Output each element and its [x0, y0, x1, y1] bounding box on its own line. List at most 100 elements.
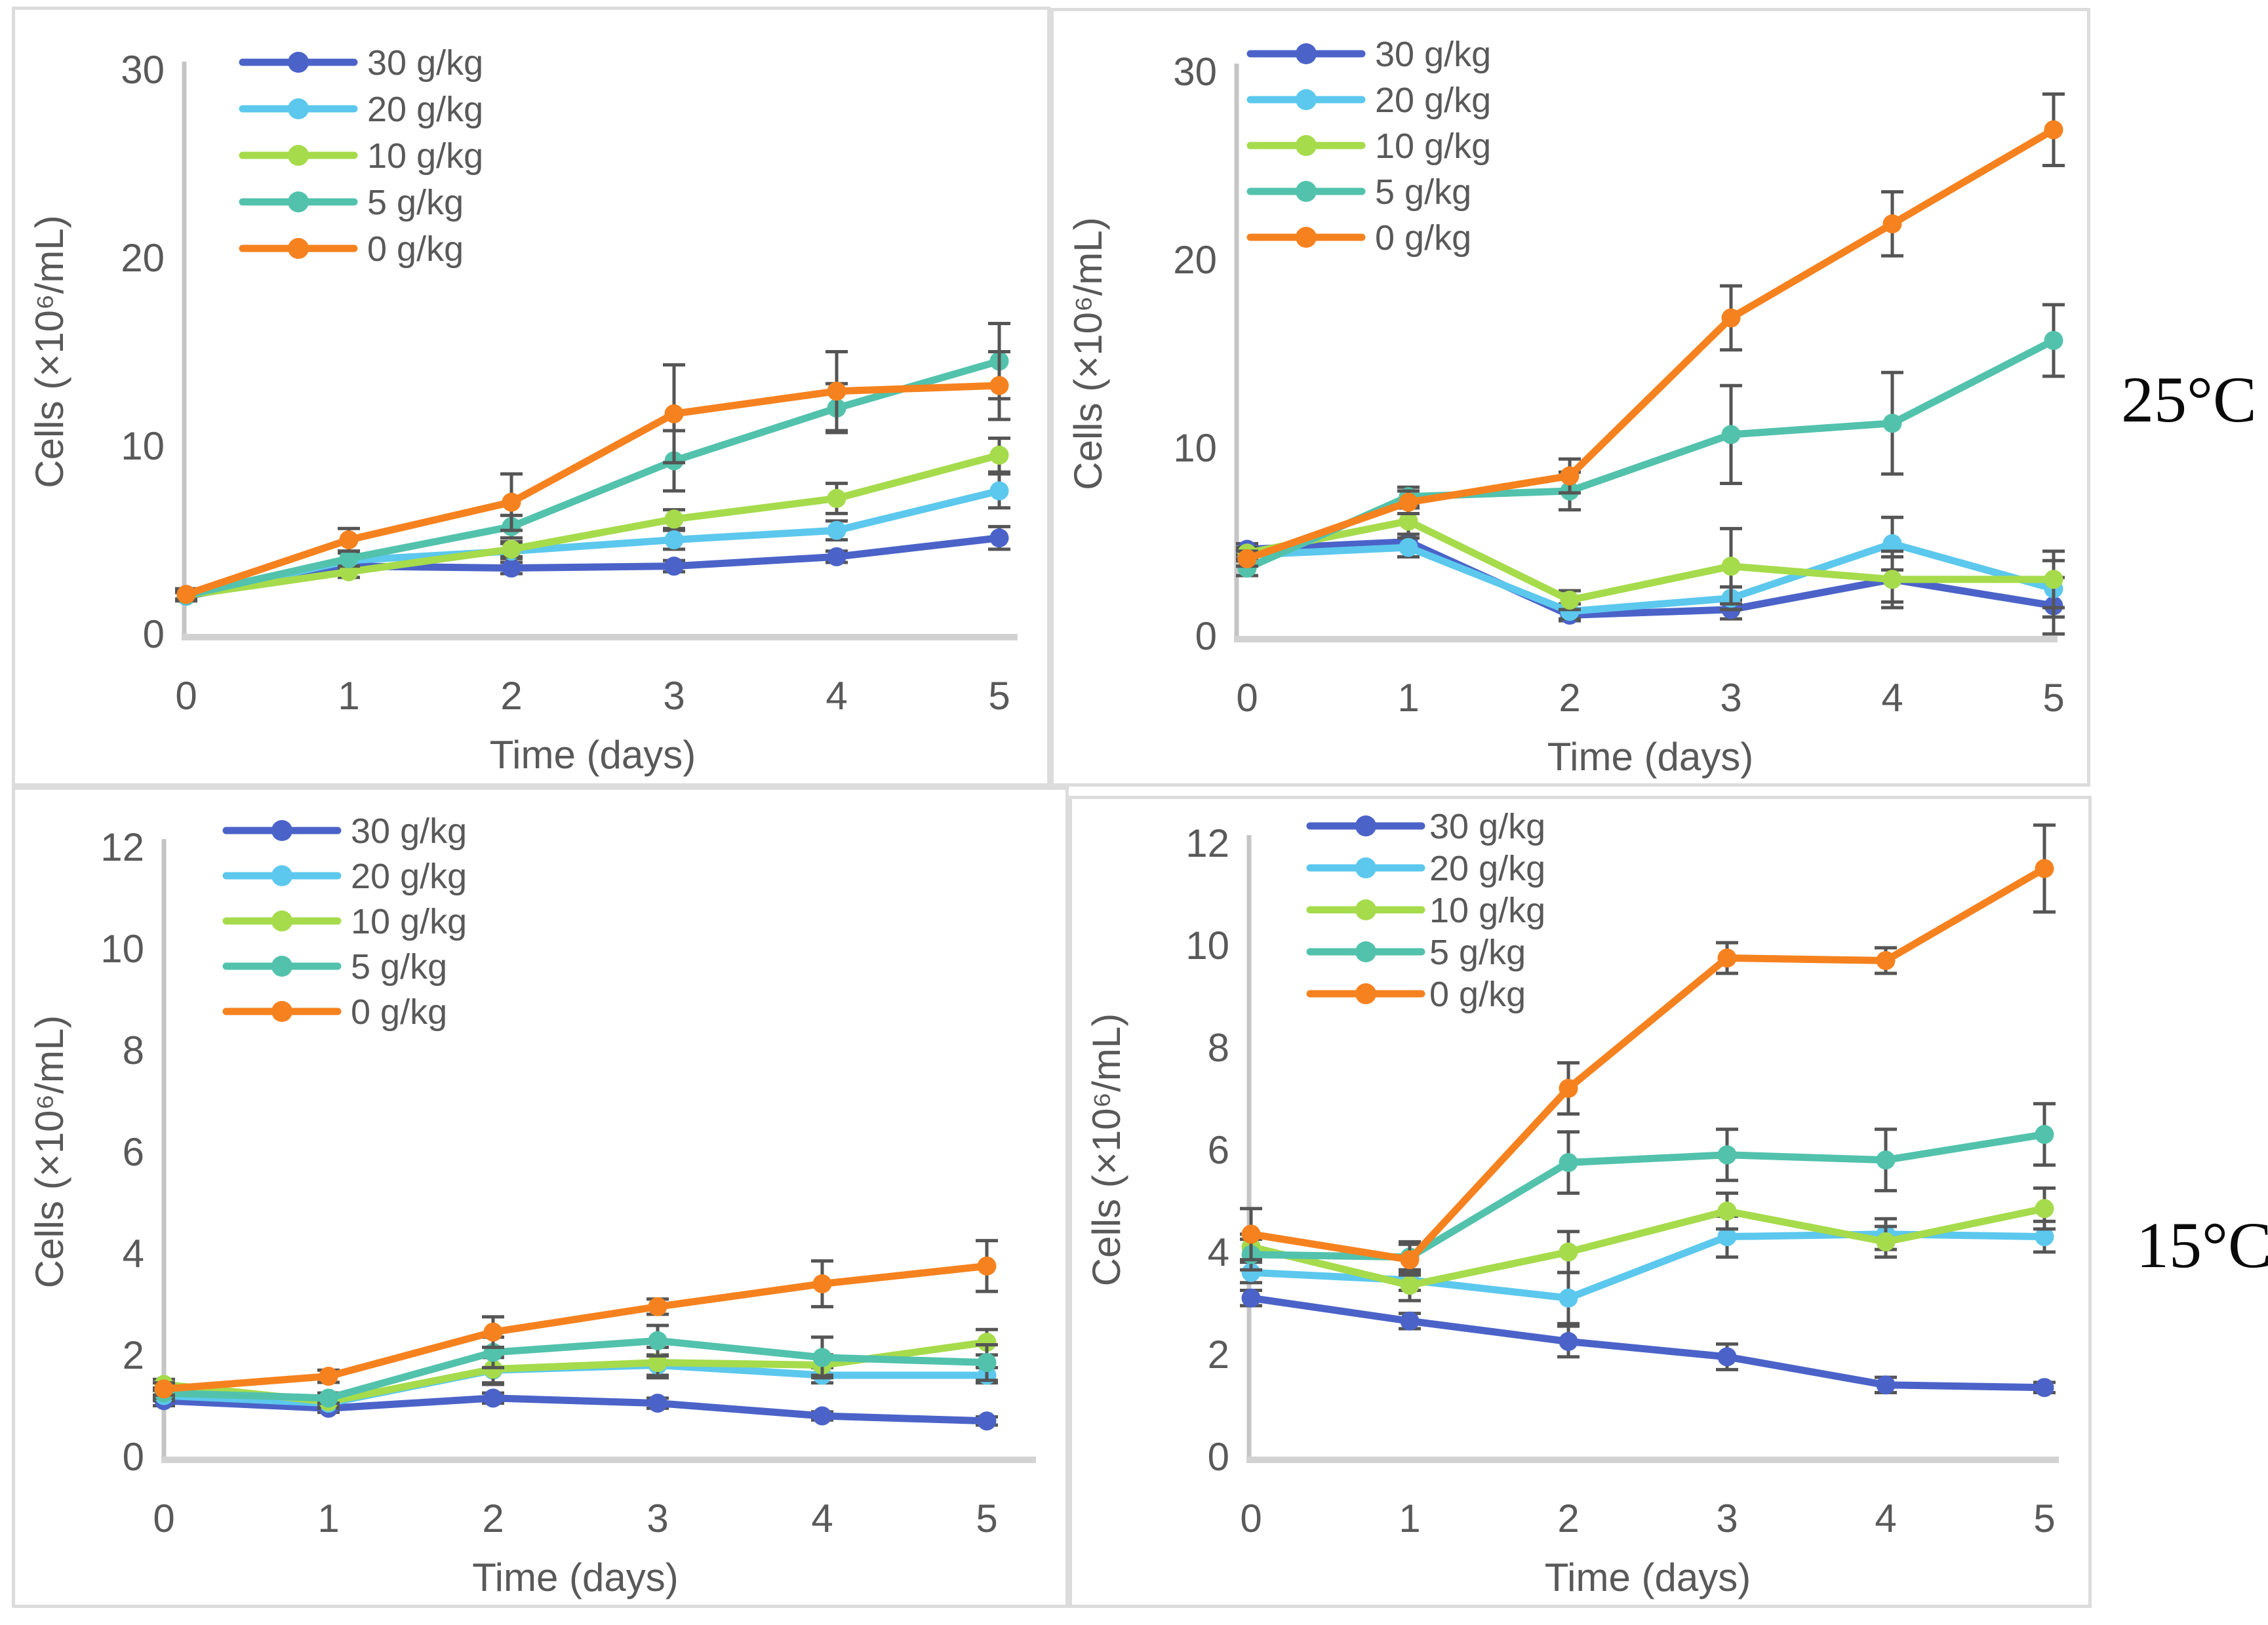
data-point: [2044, 570, 2063, 589]
legend-label: 5 g/kg: [367, 183, 464, 222]
legend-label: 0 g/kg: [1375, 218, 1471, 258]
series-line: [160, 1337, 991, 1402]
y-tick-label: 10: [121, 424, 165, 468]
legend-marker: [288, 145, 309, 166]
data-point: [827, 382, 846, 401]
x-tick-label: 5: [976, 1497, 997, 1540]
legend-marker: [1296, 227, 1317, 248]
legend-marker: [1296, 181, 1317, 202]
x-tick-label: 4: [826, 674, 847, 718]
legend-marker: [271, 956, 292, 977]
data-point: [1876, 950, 1896, 970]
data-point: [648, 1297, 667, 1316]
x-axis-title: Time (days): [490, 733, 696, 777]
legend-marker: [1355, 857, 1376, 878]
legend-label: 30 g/kg: [351, 812, 467, 851]
y-tick-label: 6: [123, 1130, 144, 1174]
data-point: [648, 1394, 667, 1413]
panel-15c-left: 0 2 4 6 8 10 12 0 1 2 3 4 5 Time (days) Cells (×10⁶/mL…: [12, 787, 1069, 1608]
legend-marker: [271, 820, 292, 841]
data-point: [502, 558, 521, 578]
data-point: [319, 1388, 338, 1408]
x-tick-label: 5: [2042, 676, 2064, 720]
y-tick-label: 20: [121, 236, 165, 280]
data-point: [1721, 557, 1741, 576]
data-point: [1882, 414, 1902, 433]
y-tick-label: 0: [1208, 1435, 1229, 1479]
legend-label: 30 g/kg: [367, 43, 483, 83]
x-tick-label: 1: [317, 1497, 339, 1540]
data-point: [989, 376, 1009, 395]
series-line: [160, 1262, 991, 1393]
y-tick-label: 2: [1208, 1333, 1229, 1377]
data-point: [1876, 1150, 1896, 1170]
data-point: [502, 539, 521, 559]
x-tick-label: 1: [1397, 676, 1419, 720]
data-point: [1882, 534, 1902, 553]
legend-label: 10 g/kg: [367, 136, 483, 176]
temp-label-25c: 25°C: [2121, 363, 2257, 436]
series-line: [182, 382, 1003, 598]
data-point: [977, 1333, 997, 1352]
y-tick-label: 10: [1185, 924, 1229, 968]
legend-label: 10 g/kg: [1375, 127, 1491, 166]
x-tick-label: 3: [1716, 1497, 1738, 1540]
data-point: [1882, 570, 1902, 589]
x-tick-label: 0: [175, 674, 197, 718]
series-line: [1247, 1131, 2048, 1261]
panel-15c-right: 0 2 4 6 8 10 12 0 1 2 3 4 5 Time (days) Cells (×10⁶/mL…: [1069, 796, 2092, 1608]
series-line: [160, 1394, 991, 1425]
legend-marker: [288, 238, 309, 259]
series-10-g-kg: [1240, 1186, 2056, 1302]
x-axis-title: Time (days): [472, 1556, 678, 1599]
axis: 0 10 20 30 0 1 2 3 4 5 Time (days) Cells (×10⁶/mL): [28, 48, 1018, 777]
data-point: [339, 549, 359, 568]
data-point: [1717, 1227, 1737, 1247]
data-point: [1876, 1232, 1896, 1251]
y-tick-label: 10: [1173, 426, 1217, 470]
x-tick-label: 2: [500, 674, 522, 718]
data-point: [1559, 1242, 1578, 1262]
series-0-g-kg: [1236, 92, 2065, 568]
axis: 0 10 20 30 0 1 2 3 4 5 Time (days) Cells (×10⁶/mL): [1066, 50, 2065, 779]
data-point: [977, 1411, 997, 1431]
data-point: [2035, 859, 2054, 878]
data-point: [2035, 1199, 2054, 1219]
series-0-g-kg: [1240, 823, 2056, 1277]
y-tick-label: 12: [100, 825, 144, 869]
series-10-g-kg: [1236, 506, 2065, 612]
legend-marker: [1355, 899, 1376, 920]
legend-label: 20 g/kg: [351, 857, 467, 896]
x-tick-label: 3: [647, 1497, 668, 1540]
y-axis-title: Cells (×10⁶/mL): [28, 1015, 71, 1288]
series-line: [1247, 865, 2048, 1264]
series-5-g-kg: [175, 321, 1010, 605]
legend-marker: [1296, 135, 1317, 156]
data-point: [1400, 1311, 1420, 1331]
data-point: [1241, 1263, 1261, 1282]
data-point: [483, 1322, 503, 1342]
series-line: [1247, 1294, 2048, 1392]
data-point: [977, 1256, 997, 1276]
legend-marker: [1296, 89, 1317, 110]
data-point: [664, 404, 684, 423]
data-point: [989, 481, 1009, 501]
data-point: [2035, 1378, 2054, 1398]
legend-marker: [1355, 815, 1376, 836]
data-point: [1717, 949, 1737, 968]
data-point: [812, 1274, 832, 1293]
y-tick-label: 20: [1173, 238, 1217, 282]
y-tick-label: 6: [1208, 1128, 1229, 1172]
series-line: [1243, 126, 2058, 562]
data-point: [1717, 1347, 1737, 1367]
series-line: [1247, 1205, 2048, 1289]
data-point: [664, 509, 684, 529]
series-line: [182, 534, 1003, 600]
data-point: [339, 530, 359, 549]
legend-marker: [288, 191, 309, 212]
legend-label: 20 g/kg: [1429, 849, 1545, 888]
